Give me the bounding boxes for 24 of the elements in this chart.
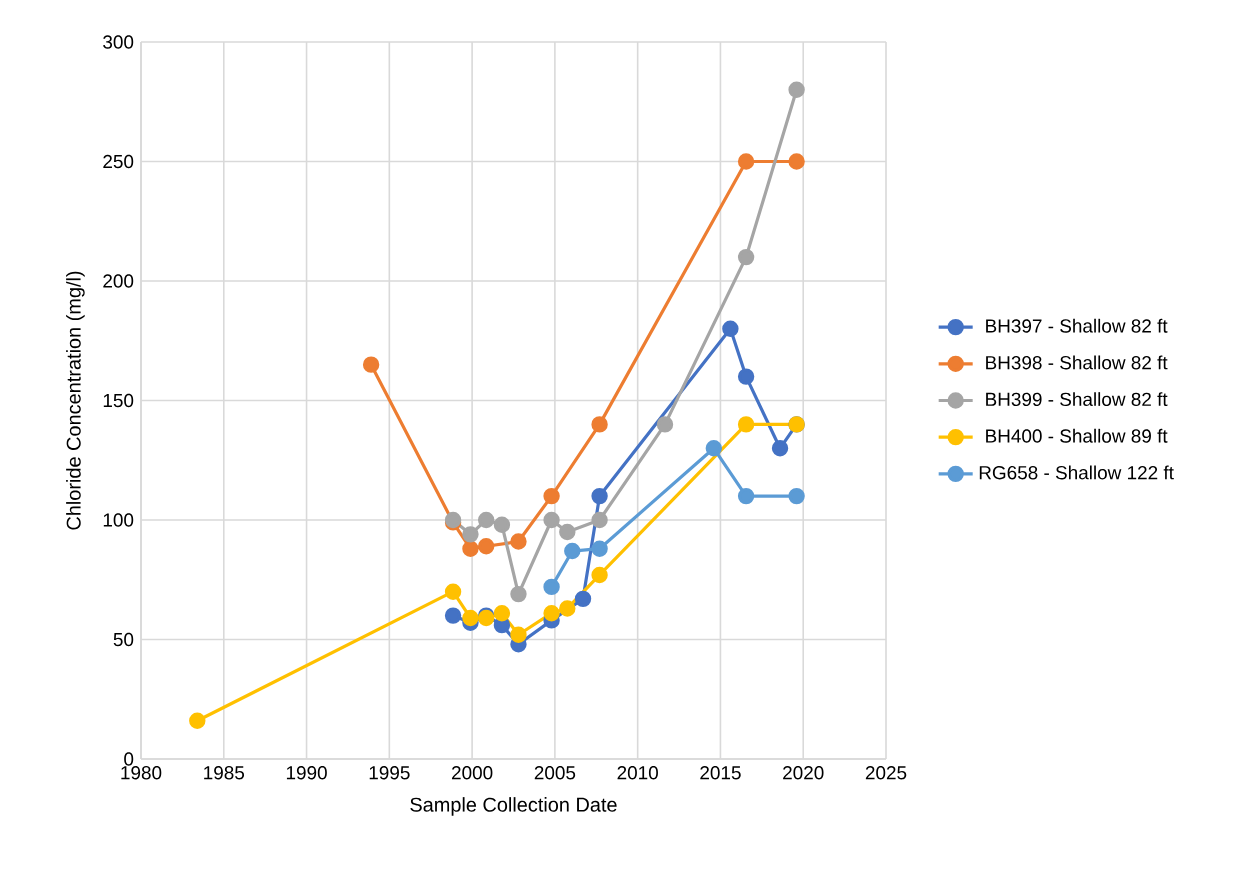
legend-label: BH397 - Shallow 82 ft — [986, 318, 1168, 333]
y-axis-title: Chloride Concentration (mg/l) — [66, 271, 85, 530]
x-tick-label: 2015 — [700, 766, 741, 780]
x-tick-label: 2025 — [865, 766, 907, 780]
x-tick-label: 1995 — [369, 766, 410, 780]
legend-label: RG658 - Shallow 122 ft — [979, 465, 1174, 480]
legend-label: BH399 - Shallow 82 ft — [986, 392, 1168, 407]
y-tick-label: 0 — [124, 752, 134, 766]
y-tick-label: 150 — [103, 393, 134, 408]
y-tick-label: 300 — [103, 35, 134, 49]
y-tick-label: 200 — [103, 274, 134, 288]
legend-label: BH398 - Shallow 82 ft — [986, 355, 1168, 370]
x-tick-label: 2000 — [451, 766, 493, 780]
x-tick-label: 2020 — [783, 766, 824, 780]
x-tick-label: 2005 — [534, 766, 576, 780]
x-axis-title: Sample Collection Date — [410, 797, 617, 816]
y-tick-label: 250 — [103, 154, 134, 169]
y-tick-label: 100 — [103, 513, 134, 527]
x-tick-label: 1980 — [121, 766, 162, 780]
x-tick-label: 1990 — [286, 766, 327, 780]
x-tick-label: 2010 — [617, 766, 658, 780]
y-tick-label: 50 — [113, 632, 134, 647]
legend-label: BH400 - Shallow 89 ft — [986, 428, 1168, 443]
x-tick-label: 1985 — [204, 766, 245, 780]
